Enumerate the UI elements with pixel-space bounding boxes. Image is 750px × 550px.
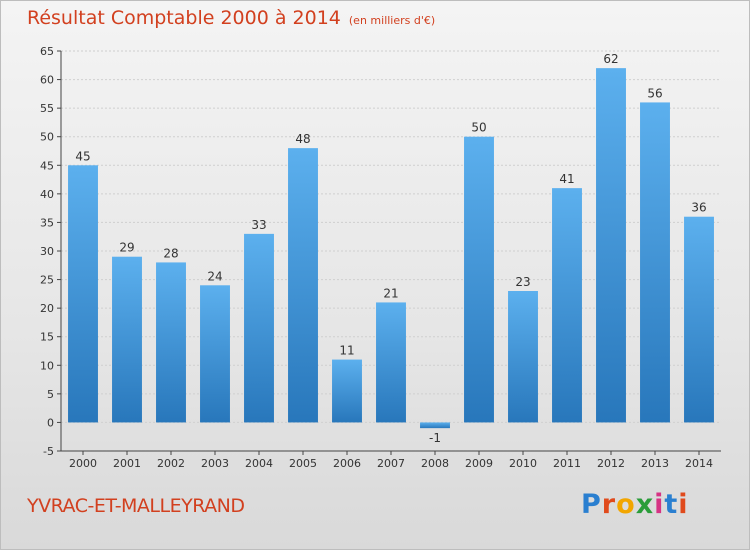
x-tick-label-2012: 2012 [597,457,625,470]
data-label-2002: 28 [163,246,178,260]
bar-2009 [464,136,494,423]
x-tick-label-2007: 2007 [377,457,405,470]
bar-2010 [508,291,538,423]
y-tick-label: 65 [40,45,54,58]
y-tick-label: 0 [47,416,54,429]
x-tick-label-2009: 2009 [465,457,493,470]
bar-2012 [596,68,626,423]
data-label-2006: 11 [339,344,354,358]
x-tick-label-2001: 2001 [113,457,141,470]
bar-2000 [68,165,98,423]
bar-2001 [112,256,142,423]
data-label-2003: 24 [207,269,222,283]
x-tick-label-2002: 2002 [157,457,185,470]
data-label-2000: 45 [75,149,90,163]
x-tick-label-2010: 2010 [509,457,537,470]
chart-title: Résultat Comptable 2000 à 2014 (en millie… [27,7,435,29]
logo-letter: i [654,489,665,520]
data-label-2014: 36 [691,201,706,215]
bar-2011 [552,188,582,423]
logo-letter: P [581,489,602,520]
data-label-2001: 29 [119,241,134,255]
data-label-2010: 23 [515,275,530,289]
bar-2006 [332,359,362,423]
data-label-2004: 33 [251,218,266,232]
x-tick-label-2008: 2008 [421,457,449,470]
data-label-2012: 62 [603,52,618,66]
bar-2004 [244,233,274,423]
x-tick-label-2014: 2014 [685,457,713,470]
x-tick-label-2005: 2005 [289,457,317,470]
y-tick-label: 45 [40,159,54,172]
data-label-2008: -1 [429,431,441,445]
bar-2002 [156,262,186,423]
x-tick-label-2004: 2004 [245,457,273,470]
axes: -5 0 5 10 15 20 25 30 35 40 45 50 55 60 65 2000 2001 2002… [40,45,721,470]
commune-name: YVRAC-ET-MALLEYRAND [27,495,245,517]
y-tick-label: 20 [40,302,54,315]
proxiti-logo: Proxiti [581,489,689,520]
y-tick-label: 55 [40,102,54,115]
bar-2008 [420,422,450,429]
title-text: Résultat Comptable 2000 à 2014 [27,7,341,29]
logo-letter: o [616,489,636,520]
y-tick-label: 50 [40,131,54,144]
y-tick-label: -5 [43,445,54,458]
data-labels: 45 29 28 24 33 48 11 21 -1 50 23 41 62 56 36 [75,52,706,445]
x-tick-label-2003: 2003 [201,457,229,470]
title-unit: (en milliers d'€) [348,14,436,27]
y-tick-label: 30 [40,245,54,258]
bar-2013 [640,102,670,423]
logo-letter: i [678,489,689,520]
logo-letter: x [635,489,655,520]
y-tick-label: 10 [40,359,54,372]
x-tick-label-2006: 2006 [333,457,361,470]
data-label-2013: 56 [647,86,662,100]
bar-2003 [200,285,230,423]
y-tick-label: 40 [40,188,54,201]
bar-2007 [376,302,406,423]
y-tick-label: 25 [40,274,54,287]
y-tick-label: 35 [40,216,54,229]
x-tick-label-2000: 2000 [69,457,97,470]
data-label-2005: 48 [295,132,310,146]
logo-letter: t [664,489,679,520]
bar-2014 [684,216,714,423]
bars [68,68,714,429]
data-label-2007: 21 [383,286,398,300]
data-label-2011: 41 [559,172,574,186]
bar-2005 [288,148,318,423]
logo-letter: r [601,489,617,520]
y-tick-label: 5 [47,388,54,401]
y-tick-label: 60 [40,74,54,87]
y-tick-label: 15 [40,331,54,344]
x-tick-label-2011: 2011 [553,457,581,470]
x-tick-label-2013: 2013 [641,457,669,470]
data-label-2009: 50 [471,121,486,135]
